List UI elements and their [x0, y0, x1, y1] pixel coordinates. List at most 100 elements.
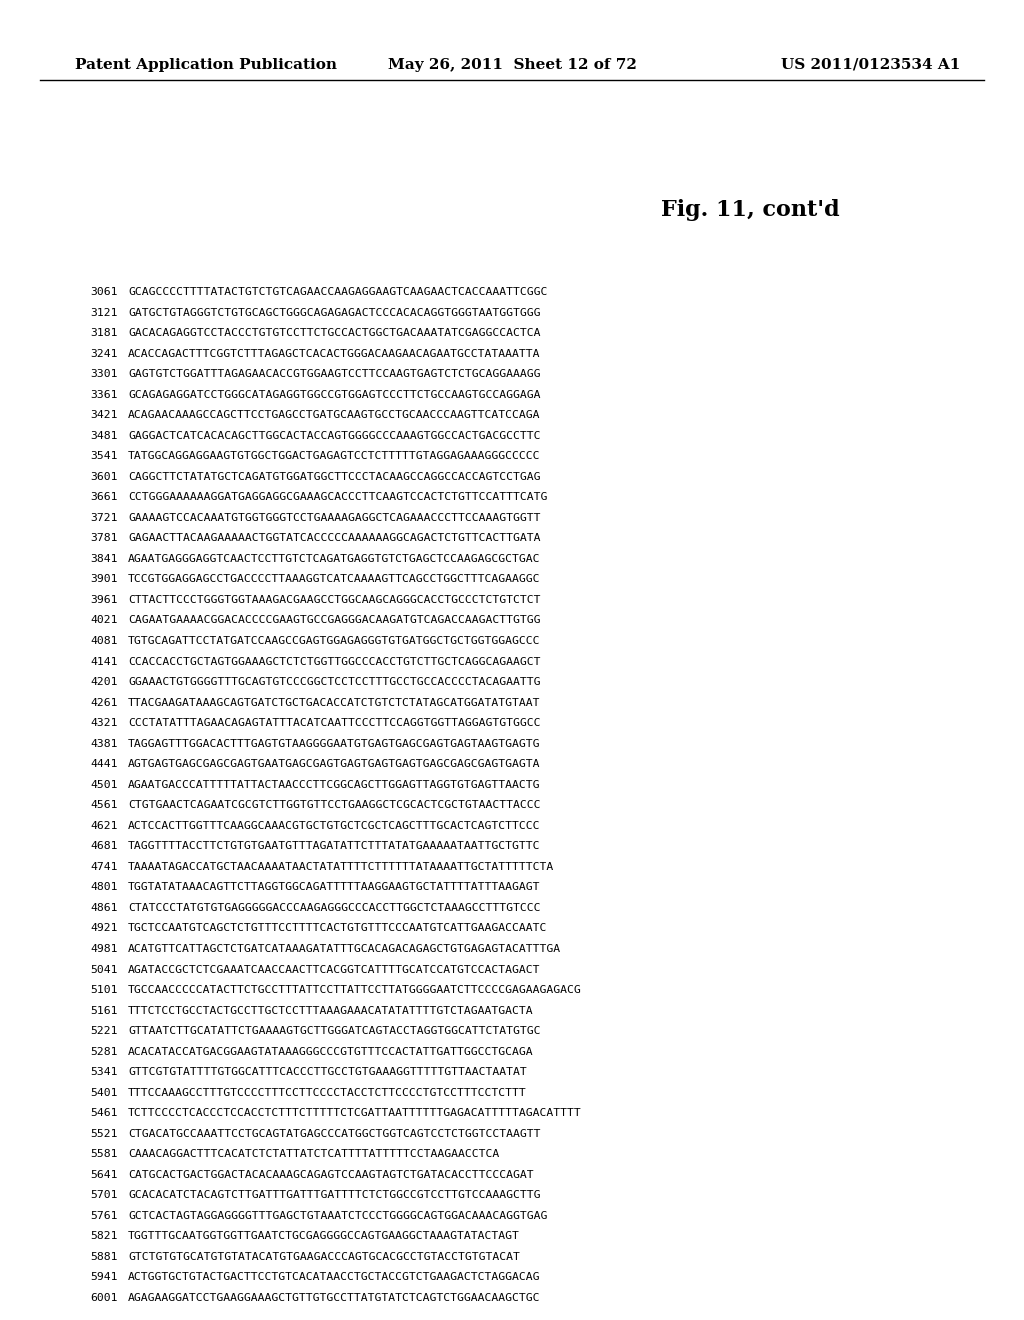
Text: 4681: 4681	[90, 841, 118, 851]
Text: CAGGCTTCTATATGCTCAGATGTGGATGGCTTCCCTACAAGCCAGGCCACCAGTCCTGAG: CAGGCTTCTATATGCTCAGATGTGGATGGCTTCCCTACAA…	[128, 471, 541, 482]
Text: 5281: 5281	[90, 1047, 118, 1056]
Text: GTTAATCTTGCATATTCTGAAAAGTGCTTGGGATCAGTACCTAGGTGGCATTCTATGTGC: GTTAATCTTGCATATTCTGAAAAGTGCTTGGGATCAGTAC…	[128, 1026, 541, 1036]
Text: ACAGAACAAAGCCAGCTTCCTGAGCCTGATGCAAGTGCCTGCAACCCAAGTTCATCCAGA: ACAGAACAAAGCCAGCTTCCTGAGCCTGATGCAAGTGCCT…	[128, 411, 541, 420]
Text: GAAAAGTCCACAAATGTGGTGGGTCCTGAAAAGAGGCTCAGAAACCCTTCCAAAGTGGTT: GAAAAGTCCACAAATGTGGTGGGTCCTGAAAAGAGGCTCA…	[128, 513, 541, 523]
Text: 5041: 5041	[90, 965, 118, 974]
Text: AGAGAAGGATCCTGAAGGAAAGCTGTTGTGCCTTATGTATCTCAGTCTGGAACAAGCTGC: AGAGAAGGATCCTGAAGGAAAGCTGTTGTGCCTTATGTAT…	[128, 1294, 541, 1303]
Text: 3121: 3121	[90, 308, 118, 318]
Text: ACTCCACTTGGTTTCAAGGCAAACGTGCTGTGCTCGCTCAGCTTTGCACTCAGTCTTCCC: ACTCCACTTGGTTTCAAGGCAAACGTGCTGTGCTCGCTCA…	[128, 821, 541, 830]
Text: 3781: 3781	[90, 533, 118, 544]
Text: 3301: 3301	[90, 370, 118, 379]
Text: TGGTTTGCAATGGTGGTTGAATCTGCGAGGGGCCAGTGAAGGCTAAAGTATACTAGT: TGGTTTGCAATGGTGGTTGAATCTGCGAGGGGCCAGTGAA…	[128, 1232, 520, 1241]
Text: 3601: 3601	[90, 471, 118, 482]
Text: ACACCAGACTTTCGGTCTTTAGAGCTCACACTGGGACAAGAACAGAATGCCTATAAATTA: ACACCAGACTTTCGGTCTTTAGAGCTCACACTGGGACAAG…	[128, 348, 541, 359]
Text: 3661: 3661	[90, 492, 118, 503]
Text: CTATCCCTATGTGTGAGGGGGACCCAAGAGGGCCCACCTTGGCTCTAAAGCCTTTGTCCC: CTATCCCTATGTGTGAGGGGGACCCAAGAGGGCCCACCTT…	[128, 903, 541, 913]
Text: 4021: 4021	[90, 615, 118, 626]
Text: 4441: 4441	[90, 759, 118, 770]
Text: 4561: 4561	[90, 800, 118, 810]
Text: 5341: 5341	[90, 1067, 118, 1077]
Text: 3541: 3541	[90, 451, 118, 461]
Text: 5521: 5521	[90, 1129, 118, 1139]
Text: 3181: 3181	[90, 329, 118, 338]
Text: TGCTCCAATGTCAGCTCTGTTTCCTTTTCACTGTGTTTCCCAATGTCATTGAAGACCAATC: TGCTCCAATGTCAGCTCTGTTTCCTTTTCACTGTGTTTCC…	[128, 924, 548, 933]
Text: 5221: 5221	[90, 1026, 118, 1036]
Text: TAAAATAGACCATGCTAACAAAATAACTATATTTTCTTTTTTATAAAATTGCTATTTTTCTA: TAAAATAGACCATGCTAACAAAATAACTATATTTTCTTTT…	[128, 862, 554, 871]
Text: GGAAACTGTGGGGTTTGCAGTGTCCCGGCTCCTCCTTTGCCTGCCACCCCTACAGAATTG: GGAAACTGTGGGGTTTGCAGTGTCCCGGCTCCTCCTTTGC…	[128, 677, 541, 688]
Text: Patent Application Publication: Patent Application Publication	[75, 58, 337, 73]
Text: CTTACTTCCCTGGGTGGTAAAGACGAAGCCTGGCAAGCAGGGCACCTGCCCTCTGTCTCT: CTTACTTCCCTGGGTGGTAAAGACGAAGCCTGGCAAGCAG…	[128, 595, 541, 605]
Text: 4741: 4741	[90, 862, 118, 871]
Text: TAGGAGTTTGGACACTTTGAGTGTAAGGGGAATGTGAGTGAGCGAGTGAGTAAGTGAGTG: TAGGAGTTTGGACACTTTGAGTGTAAGGGGAATGTGAGTG…	[128, 739, 541, 748]
Text: 4141: 4141	[90, 656, 118, 667]
Text: GAGAACTTACAAGAAAAACTGGTATCACCCCCAAAAAAGGCAGACTCTGTTCACTTGATA: GAGAACTTACAAGAAAAACTGGTATCACCCCCAAAAAAGG…	[128, 533, 541, 544]
Text: 5881: 5881	[90, 1251, 118, 1262]
Text: GAGTGTCTGGATTTAGAGAACACCGTGGAAGTCCTTCCAAGTGAGTCTCTGCAGGAAAGG: GAGTGTCTGGATTTAGAGAACACCGTGGAAGTCCTTCCAA…	[128, 370, 541, 379]
Text: ACATGTTCATTAGCTCTGATCATAAAGATATTTGCACAGACAGAGCTGTGAGAGTACATTTGA: ACATGTTCATTAGCTCTGATCATAAAGATATTTGCACAGA…	[128, 944, 561, 954]
Text: 3361: 3361	[90, 389, 118, 400]
Text: GTTCGTGTATTTTGTGGCATTTCACCCTTGCCTGTGAAAGGTTTTTGTTAACTAATAT: GTTCGTGTATTTTGTGGCATTTCACCCTTGCCTGTGAAAG…	[128, 1067, 526, 1077]
Text: ACTGGTGCTGTACTGACTTCCTGTCACATAACCTGCTACCGTCTGAAGACTCTAGGACAG: ACTGGTGCTGTACTGACTTCCTGTCACATAACCTGCTACC…	[128, 1272, 541, 1283]
Text: US 2011/0123534 A1: US 2011/0123534 A1	[780, 58, 961, 73]
Text: 3481: 3481	[90, 430, 118, 441]
Text: CTGACATGCCAAATTCCTGCAGTATGAGCCCATGGCTGGTCAGTCCTCTGGTCCTAAGTT: CTGACATGCCAAATTCCTGCAGTATGAGCCCATGGCTGGT…	[128, 1129, 541, 1139]
Text: 3961: 3961	[90, 595, 118, 605]
Text: 4261: 4261	[90, 697, 118, 708]
Text: AGTGAGTGAGCGAGCGAGTGAATGAGCGAGTGAGTGAGTGAGTGAGCGAGCGAGTGAGTA: AGTGAGTGAGCGAGCGAGTGAATGAGCGAGTGAGTGAGTG…	[128, 759, 541, 770]
Text: GAGGACTCATCACACAGCTTGGCACTACCAGTGGGGCCCAAAGTGGCCACTGACGCCTTC: GAGGACTCATCACACAGCTTGGCACTACCAGTGGGGCCCA…	[128, 430, 541, 441]
Text: 4921: 4921	[90, 924, 118, 933]
Text: AGAATGAGGGAGGTCAACTCCTTGTCTCAGATGAGGTGTCTGAGCTCCAAGAGCGCTGAC: AGAATGAGGGAGGTCAACTCCTTGTCTCAGATGAGGTGTC…	[128, 554, 541, 564]
Text: CCCTATATTTAGAACAGAGTATTTACATCAATTCCCTTCCAGGTGGTTAGGAGTGTGGCC: CCCTATATTTAGAACAGAGTATTTACATCAATTCCCTTCC…	[128, 718, 541, 729]
Text: AGATACCGCTCTCGAAATCAACCAACTTCACGGTCATTTTGCATCCATGTCCACTAGACT: AGATACCGCTCTCGAAATCAACCAACTTCACGGTCATTTT…	[128, 965, 541, 974]
Text: GCAGAGAGGATCCTGGGCATAGAGGTGGCCGTGGAGTCCCTTCTGCCAAGTGCCAGGAGA: GCAGAGAGGATCCTGGGCATAGAGGTGGCCGTGGAGTCCC…	[128, 389, 541, 400]
Text: 6001: 6001	[90, 1294, 118, 1303]
Text: May 26, 2011  Sheet 12 of 72: May 26, 2011 Sheet 12 of 72	[387, 58, 637, 73]
Text: 4081: 4081	[90, 636, 118, 645]
Text: GCACACATCTACAGTCTTGATTTGATTTGATTTTCTCTGGCCGTCCTTGTCCAAAGCTTG: GCACACATCTACAGTCTTGATTTGATTTGATTTTCTCTGG…	[128, 1191, 541, 1200]
Text: 4501: 4501	[90, 780, 118, 789]
Text: TAGGTTTTACCTTCTGTGTGAATGTTTAGATATTCTTTATATGAAAAATAATTGCTGTTC: TAGGTTTTACCTTCTGTGTGAATGTTTAGATATTCTTTAT…	[128, 841, 541, 851]
Text: CAGAATGAAAACGGACACCCCGAAGTGCCGAGGGACAAGATGTCAGACCAAGACTTGTGG: CAGAATGAAAACGGACACCCCGAAGTGCCGAGGGACAAGA…	[128, 615, 541, 626]
Text: 4801: 4801	[90, 882, 118, 892]
Text: AGAATGACCCATTTTTATTACTAACCCTTCGGCAGCTTGGAGTTAGGTGTGAGTTAACTG: AGAATGACCCATTTTTATTACTAACCCTTCGGCAGCTTGG…	[128, 780, 541, 789]
Text: TTACGAAGATAAAGCAGTGATCTGCTGACACCATCTGTCTCTATAGCATGGATATGTAAT: TTACGAAGATAAAGCAGTGATCTGCTGACACCATCTGTCT…	[128, 697, 541, 708]
Text: 5701: 5701	[90, 1191, 118, 1200]
Text: TGTGCAGATTCCTATGATCCAAGCCGAGTGGAGAGGGTGTGATGGCTGCTGGTGGAGCCC: TGTGCAGATTCCTATGATCCAAGCCGAGTGGAGAGGGTGT…	[128, 636, 541, 645]
Text: 5461: 5461	[90, 1109, 118, 1118]
Text: 5761: 5761	[90, 1210, 118, 1221]
Text: 4321: 4321	[90, 718, 118, 729]
Text: 3241: 3241	[90, 348, 118, 359]
Text: CCACCACCTGCTAGTGGAAAGCTCTCTGGTTGGCCCACCTGTCTTGCTCAGGCAGAAGCT: CCACCACCTGCTAGTGGAAAGCTCTCTGGTTGGCCCACCT…	[128, 656, 541, 667]
Text: TATGGCAGGAGGAAGTGTGGCTGGACTGAGAGTCCTCTTTTTGTAGGAGAAAGGGCCCCC: TATGGCAGGAGGAAGTGTGGCTGGACTGAGAGTCCTCTTT…	[128, 451, 541, 461]
Text: GCTCACTAGTAGGAGGGGTTTGAGCTGTAAATCTCCCTGGGGCAGTGGACAAACAGGTGAG: GCTCACTAGTAGGAGGGGTTTGAGCTGTAAATCTCCCTGG…	[128, 1210, 548, 1221]
Text: TGCCAACCCCCATACTTCTGCCTTTATTCCTTATTCCTTATGGGGAATCTTCCCCGAGAAGAGACG: TGCCAACCCCCATACTTCTGCCTTTATTCCTTATTCCTTA…	[128, 985, 582, 995]
Text: GTCTGTGTGCATGTGTATACATGTGAAGACCCAGTGCACGCCTGTACCTGTGTACAT: GTCTGTGTGCATGTGTATACATGTGAAGACCCAGTGCACG…	[128, 1251, 520, 1262]
Text: GATGCTGTAGGGTCTGTGCAGCTGGGCAGAGAGACTCCCACACAGGTGGGTAATGGTGGG: GATGCTGTAGGGTCTGTGCAGCTGGGCAGAGAGACTCCCA…	[128, 308, 541, 318]
Text: 5941: 5941	[90, 1272, 118, 1283]
Text: TGGTATATAAACAGTTCTTAGGTGGCAGATTTTTAAGGAAGTGCTATTTTATTTAAGAGT: TGGTATATAAACAGTTCTTAGGTGGCAGATTTTTAAGGAA…	[128, 882, 541, 892]
Text: Fig. 11, cont'd: Fig. 11, cont'd	[660, 199, 840, 220]
Text: 4201: 4201	[90, 677, 118, 688]
Text: ACACATACCATGACGGAAGTATAAAGGGCCCGTGTTTCCACTATTGATTGGCCTGCAGA: ACACATACCATGACGGAAGTATAAAGGGCCCGTGTTTCCA…	[128, 1047, 534, 1056]
Text: 5641: 5641	[90, 1170, 118, 1180]
Text: CTGTGAACTCAGAATCGCGTCTTGGTGTTCCTGAAGGCTCGCACTCGCTGTAACTTACCC: CTGTGAACTCAGAATCGCGTCTTGGTGTTCCTGAAGGCTC…	[128, 800, 541, 810]
Text: TTTCCAAAGCCTTTGTCCCCTTTCCTTCCCCTACCTCTTCCCCTGTCCTTTCCTCTTT: TTTCCAAAGCCTTTGTCCCCTTTCCTTCCCCTACCTCTTC…	[128, 1088, 526, 1098]
Text: 4981: 4981	[90, 944, 118, 954]
Text: 3841: 3841	[90, 554, 118, 564]
Text: 5821: 5821	[90, 1232, 118, 1241]
Text: 3901: 3901	[90, 574, 118, 585]
Text: GACACAGAGGTCCTACCCTGTGTCCTTCTGCCACTGGCTGACAAATATCGAGGCCACTCA: GACACAGAGGTCCTACCCTGTGTCCTTCTGCCACTGGCTG…	[128, 329, 541, 338]
Text: CATGCACTGACTGGACTACACAAAGCAGAGTCCAAGTAGTCTGATACACCTTCCCAGAT: CATGCACTGACTGGACTACACAAAGCAGAGTCCAAGTAGT…	[128, 1170, 534, 1180]
Text: TCTTCCCCTCACCCTCCACCTCTTTCTTTTTCTCGATTAATTTTTTGAGACATTTTTAGACATTTT: TCTTCCCCTCACCCTCCACCTCTTTCTTTTTCTCGATTAA…	[128, 1109, 582, 1118]
Text: 4861: 4861	[90, 903, 118, 913]
Text: CCTGGGAAAAAAGGATGAGGAGGCGAAAGCACCCTTCAAGTCCACTCTGTTCCATTTCATG: CCTGGGAAAAAAGGATGAGGAGGCGAAAGCACCCTTCAAG…	[128, 492, 548, 503]
Text: 5161: 5161	[90, 1006, 118, 1015]
Text: 5581: 5581	[90, 1150, 118, 1159]
Text: TCCGTGGAGGAGCCTGACCCCTTAAAGGTCATCAAAAGTTCAGCCTGGCTTTCAGAAGGC: TCCGTGGAGGAGCCTGACCCCTTAAAGGTCATCAAAAGTT…	[128, 574, 541, 585]
Text: 3721: 3721	[90, 513, 118, 523]
Text: 3421: 3421	[90, 411, 118, 420]
Text: 5401: 5401	[90, 1088, 118, 1098]
Text: 4381: 4381	[90, 739, 118, 748]
Text: GCAGCCCCTTTTATACTGTCTGTCAGAACCAAGAGGAAGTCAAGAACTCACCAAATTCGGC: GCAGCCCCTTTTATACTGTCTGTCAGAACCAAGAGGAAGT…	[128, 286, 548, 297]
Text: 4621: 4621	[90, 821, 118, 830]
